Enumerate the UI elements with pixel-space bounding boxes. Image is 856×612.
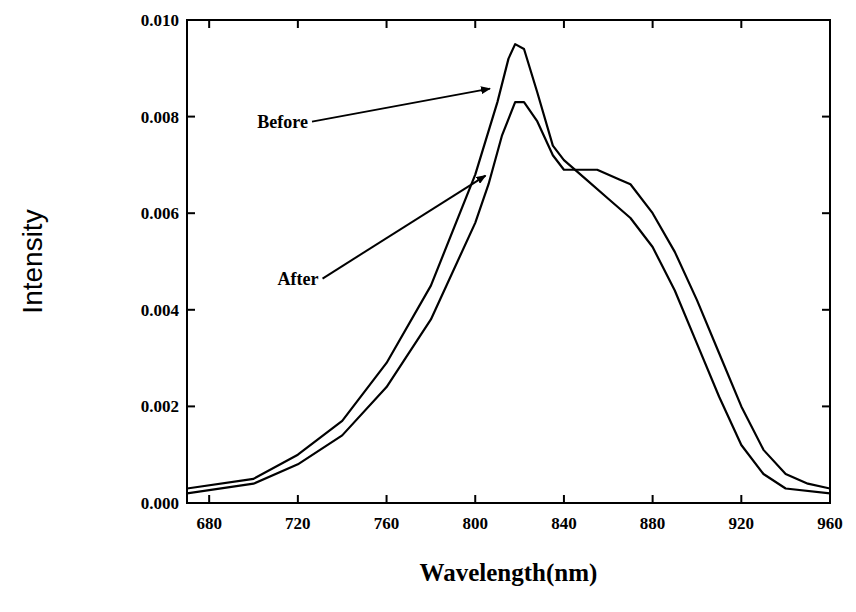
x-tick-top: [208, 20, 210, 28]
y-tick-right: [822, 212, 830, 214]
x-tick: [652, 495, 654, 503]
y-tick: [187, 309, 195, 311]
x-tick-top: [297, 20, 299, 28]
x-tick-label: 960: [817, 514, 843, 533]
x-tick: [563, 495, 565, 503]
x-tick: [386, 495, 388, 503]
x-tick-label: 760: [374, 514, 400, 533]
y-tick-label: 0.010: [141, 11, 179, 30]
y-axis-title: Intensity: [17, 209, 48, 313]
x-tick: [208, 495, 210, 503]
x-tick: [740, 495, 742, 503]
y-tick-right: [822, 19, 830, 21]
y-tick-right: [822, 116, 830, 118]
y-tick: [187, 19, 195, 21]
x-tick: [829, 495, 831, 503]
series-line: [187, 102, 830, 493]
x-axis-title: Wavelength(nm): [420, 559, 598, 587]
y-tick-right: [822, 502, 830, 504]
x-tick-label: 920: [729, 514, 755, 533]
x-tick: [474, 495, 476, 503]
x-tick-top: [829, 20, 831, 28]
y-tick: [187, 212, 195, 214]
x-tick-label: 680: [196, 514, 222, 533]
series-line: [187, 44, 830, 493]
annotation-text: Before: [257, 112, 308, 132]
y-tick-label: 0.006: [141, 204, 179, 223]
y-tick-label: 0.002: [141, 397, 179, 416]
y-tick: [187, 405, 195, 407]
chart: 680 720 760 800 840 880 920 960 0.000 0.002 0.004 0…: [0, 0, 856, 612]
series-group: [187, 44, 830, 493]
x-tick-top: [563, 20, 565, 28]
y-tick: [187, 502, 195, 504]
annotation-arrow: [312, 89, 490, 122]
x-tick: [297, 495, 299, 503]
y-tick-label: 0.008: [141, 108, 179, 127]
annotation-arrow: [323, 176, 486, 279]
x-tick-label: 720: [285, 514, 311, 533]
y-tick-right: [822, 405, 830, 407]
y-tick-right: [822, 309, 830, 311]
x-tick-top: [474, 20, 476, 28]
y-tick: [187, 116, 195, 118]
x-tick-top: [652, 20, 654, 28]
x-tick-label: 880: [640, 514, 666, 533]
x-tick-top: [386, 20, 388, 28]
annotation-text: After: [278, 269, 319, 289]
x-tick-top: [740, 20, 742, 28]
x-tick-label: 800: [462, 514, 488, 533]
x-tick-label: 840: [551, 514, 577, 533]
plot-frame: [187, 20, 830, 503]
y-tick-label: 0.000: [141, 494, 179, 513]
y-tick-label: 0.004: [141, 301, 180, 320]
